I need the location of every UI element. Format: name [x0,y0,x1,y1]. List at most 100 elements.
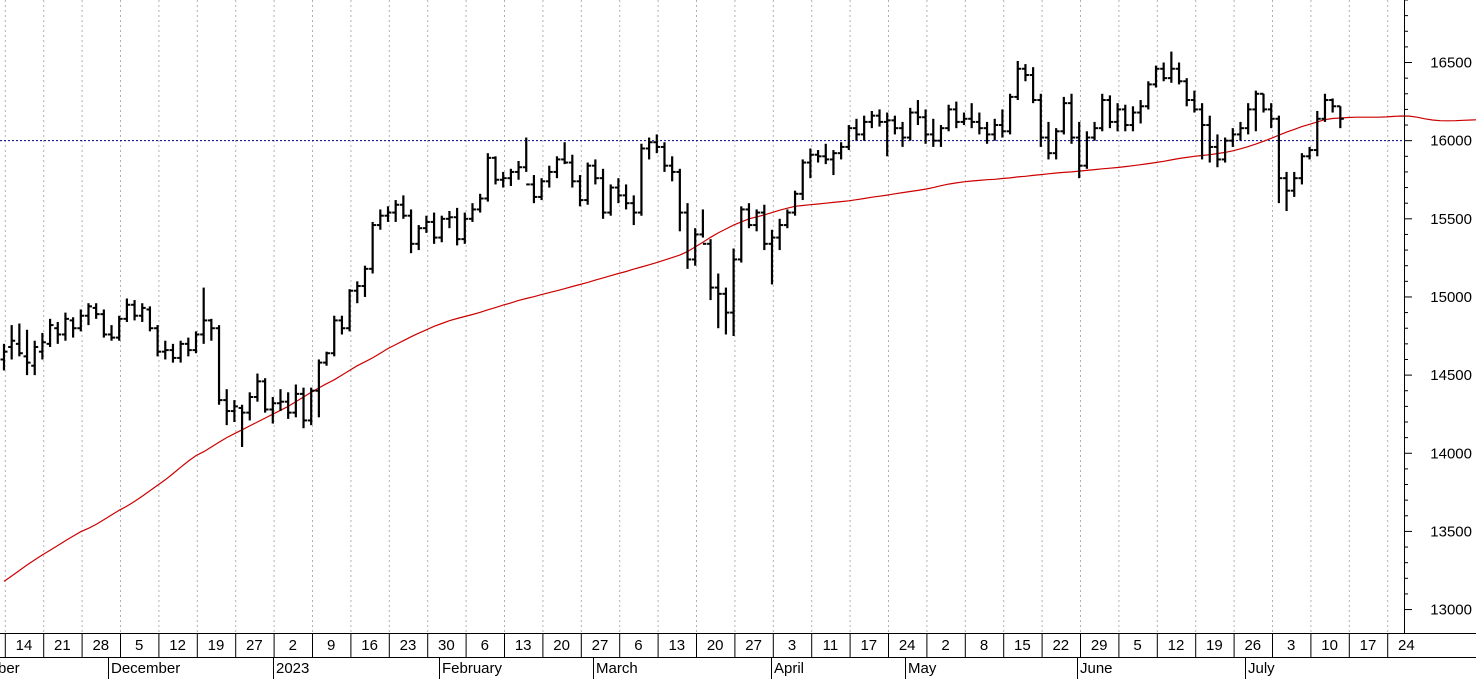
ohlc-bar [177,340,185,363]
ohlc-bar [806,148,814,179]
ohlc-bar [422,215,430,233]
month-label: June [1080,660,1113,677]
month-label: ber [0,660,20,677]
week-label: 10 [1321,637,1338,654]
ohlc-bar [430,212,438,244]
y-tick-label: 13500 [1430,523,1472,540]
ohlc-bar [338,315,346,335]
ohlc-bar [330,315,338,357]
ohlc-bar [1275,115,1283,204]
ohlc-bar [276,389,284,412]
week-label: 6 [634,637,642,654]
ohlc-bar [1198,103,1206,160]
ohlc-bar [1006,93,1014,135]
ohlc-bar [300,387,308,429]
ohlc-bar [584,162,592,205]
ohlc-bar [614,178,622,204]
ohlc-bar [261,378,269,413]
ohlc-bar [553,156,561,179]
ohlc-bar [215,325,223,405]
ohlc-bar [207,318,215,341]
week-label: 12 [1168,637,1185,654]
ohlc-bar [476,193,484,213]
ohlc-bar [1075,121,1083,179]
ohlc-bar [161,340,169,360]
ohlc-bar [1283,171,1291,211]
ohlc-bar [54,321,62,344]
ohlc-bar [415,225,423,251]
ohlc-bar [1114,103,1122,132]
ohlc-bar [1175,62,1183,85]
ohlc-bar [737,206,745,263]
ohlc-bar [1298,153,1306,185]
ohlc-bar [392,200,400,222]
ohlc-bar [1037,93,1045,147]
ohlc-bar [1244,103,1252,135]
ohlc-bar [522,137,530,186]
ohlc-bar [361,265,369,297]
ohlc-bar [929,118,937,147]
ohlc-bar [1167,51,1175,83]
ohlc-bar [223,389,231,426]
ohlc-bar [1029,67,1037,104]
ohlc-bar [645,137,653,160]
week-label: 8 [980,637,988,654]
ohlc-bar [346,289,354,332]
week-label: 22 [1052,637,1069,654]
ohlc-bar [315,359,323,418]
week-label: 15 [1014,637,1031,654]
ohlc-bar [1313,110,1321,157]
plot-background [0,0,1404,633]
ohlc-bar [492,156,500,185]
ohlc-bar [46,318,54,347]
ohlc-bar [1183,78,1191,107]
week-label: 30 [438,637,455,654]
ohlc-bar [323,351,331,366]
ohlc-bar [707,239,715,301]
week-label: 17 [860,637,877,654]
month-label: July [1248,660,1275,677]
ohlc-bar [0,343,8,371]
grid-layer [4,0,1389,633]
ohlc-bar [1060,96,1068,135]
ohlc-bar [684,203,692,269]
y-tick-label: 15500 [1430,211,1472,228]
ohlc-bar [1083,131,1091,169]
ohlc-bar [1052,128,1060,160]
week-label: 17 [1360,637,1377,654]
week-label: 2 [941,637,949,654]
ohlc-bar [753,209,761,232]
ohlc-bar [369,221,377,274]
month-label: 2023 [276,660,309,677]
ohlc-bar [108,325,116,341]
ohlc-bar [883,112,891,157]
week-label: 12 [169,637,186,654]
ohlc-bar [899,121,907,147]
ohlc-bar [922,109,930,144]
ohlc-bar [1336,105,1344,129]
y-tick-label: 13000 [1430,602,1472,619]
ohlc-bar [1014,60,1022,101]
ohlc-bar [384,206,392,222]
ohlc-bar [530,175,538,204]
week-label: 13 [668,637,685,654]
week-label: 29 [1091,637,1108,654]
ohlc-bar [538,178,546,201]
ohlc-bar [1267,103,1275,129]
ohlc-bar [599,168,607,219]
ohlc-bar [776,218,784,251]
ohlc-bar [1160,62,1168,82]
axes-layer [0,0,1476,658]
week-label: 3 [788,637,796,654]
ohlc-bar [1068,93,1076,144]
ohlc-bar [1213,134,1221,168]
ohlc-bar [768,229,776,285]
ohlc-bar [822,143,830,165]
ohlc-bar [668,156,676,182]
ohlc-bar [269,396,277,424]
ohlc-bar [1129,106,1137,132]
ohlc-bar [253,373,261,402]
ohlc-bar [699,209,707,245]
